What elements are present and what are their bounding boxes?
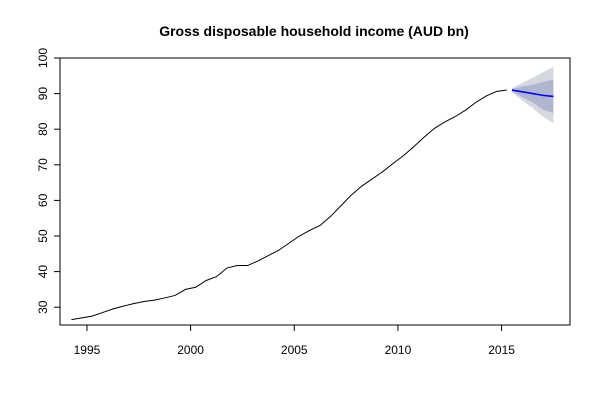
x-tick-label: 2015 — [488, 343, 515, 357]
y-tick-label: 60 — [36, 193, 50, 207]
y-tick-label: 50 — [36, 229, 50, 243]
forecast-band-80 — [511, 79, 554, 114]
axes: 1995 2000 2005 2010 2015 30 40 50 60 70 80 90 100 — [36, 48, 515, 357]
x-tick-label: 1995 — [74, 343, 101, 357]
chart-title: Gross disposable household income (AUD b… — [159, 23, 469, 39]
x-tick-label: 2005 — [281, 343, 308, 357]
y-tick-label: 100 — [36, 48, 50, 68]
plot-area — [71, 66, 554, 321]
y-tick-label: 90 — [36, 87, 50, 101]
y-tick-label: 40 — [36, 265, 50, 279]
x-tick-label: 2000 — [177, 343, 204, 357]
plot-frame — [59, 57, 571, 326]
x-tick-label: 2010 — [385, 343, 412, 357]
y-tick-label: 30 — [36, 300, 50, 314]
series-line-forecast — [511, 89, 554, 98]
y-tick-label: 70 — [36, 158, 50, 172]
series-line-history — [71, 89, 507, 321]
y-tick-label: 80 — [36, 122, 50, 136]
